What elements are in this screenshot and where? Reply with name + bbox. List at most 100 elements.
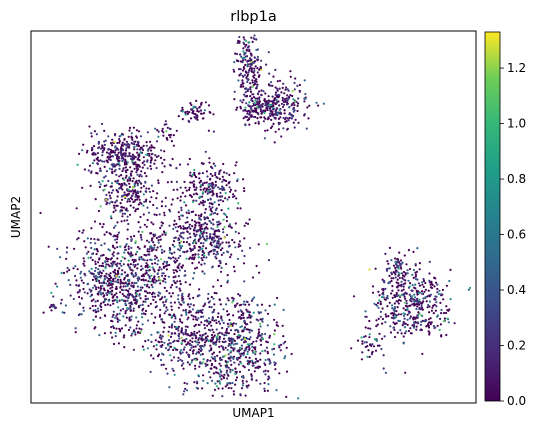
data-point (114, 298, 117, 302)
data-point (165, 298, 168, 301)
data-point (229, 190, 232, 193)
data-point (202, 374, 205, 377)
data-point (159, 334, 162, 337)
data-point (165, 136, 168, 140)
data-point (243, 56, 246, 59)
data-point (442, 298, 445, 301)
data-point (114, 209, 117, 212)
data-point (231, 369, 234, 372)
data-point (114, 287, 117, 290)
data-point (126, 209, 129, 212)
data-point (248, 347, 251, 350)
data-point (282, 308, 285, 311)
data-point (148, 200, 152, 203)
data-point (90, 227, 93, 230)
data-point (396, 278, 399, 281)
data-point (232, 322, 235, 325)
data-point (123, 257, 126, 260)
data-point (100, 264, 103, 267)
data-point (244, 356, 248, 359)
data-point (224, 192, 227, 195)
data-point (212, 212, 215, 215)
data-point (184, 387, 187, 390)
data-point (122, 263, 125, 266)
data-point (418, 298, 421, 301)
data-point (253, 296, 256, 299)
data-point (181, 106, 184, 109)
data-point (421, 281, 424, 284)
data-point (128, 176, 131, 179)
data-point (440, 293, 443, 296)
data-point (271, 125, 274, 128)
data-point (148, 291, 151, 294)
data-point (212, 252, 215, 255)
data-point (129, 235, 133, 238)
data-point (163, 312, 166, 315)
data-point (243, 51, 246, 55)
data-point (103, 176, 106, 179)
data-point (133, 265, 136, 268)
data-point (387, 262, 390, 265)
data-point (413, 286, 416, 289)
data-point (238, 304, 241, 307)
data-point (439, 301, 442, 304)
data-point (401, 293, 404, 296)
data-point (114, 316, 117, 319)
data-point (227, 325, 230, 328)
data-point (157, 294, 160, 297)
data-point (241, 347, 244, 350)
data-point (179, 349, 183, 352)
data-point (219, 243, 222, 246)
data-point (216, 252, 219, 255)
data-point (115, 164, 118, 167)
data-point (161, 129, 164, 132)
data-point (194, 267, 197, 270)
data-point (392, 326, 395, 329)
data-point (205, 231, 208, 234)
data-point (243, 338, 246, 341)
data-point (264, 369, 267, 372)
data-point (218, 331, 221, 334)
data-point (296, 109, 299, 113)
data-point (187, 212, 191, 215)
data-point (164, 347, 167, 350)
data-point (361, 351, 364, 354)
data-point (276, 112, 279, 115)
data-point (117, 252, 120, 255)
data-point (138, 258, 141, 261)
data-point (124, 169, 127, 172)
data-point (254, 348, 257, 351)
data-point (242, 109, 245, 112)
data-point (140, 278, 143, 282)
data-point (99, 205, 102, 208)
data-point (217, 235, 220, 238)
data-point (221, 247, 224, 250)
data-point (229, 322, 232, 325)
data-point (199, 184, 202, 187)
data-point (215, 236, 219, 239)
data-point (273, 141, 276, 144)
data-point (116, 233, 119, 236)
data-point (136, 151, 139, 154)
data-point (228, 318, 231, 322)
data-point (142, 278, 145, 281)
data-point (112, 165, 115, 168)
data-point (281, 86, 284, 89)
data-point (276, 89, 279, 92)
data-point (130, 194, 133, 197)
data-point (214, 185, 217, 188)
data-point (236, 41, 239, 45)
data-point (297, 397, 300, 400)
data-point (181, 245, 184, 248)
data-point (206, 324, 209, 327)
data-point (376, 344, 379, 347)
data-point (152, 235, 156, 238)
data-point (431, 306, 434, 309)
data-point (107, 148, 110, 151)
data-point (221, 319, 224, 322)
data-point (121, 142, 124, 146)
data-point (125, 289, 128, 292)
data-point (95, 157, 98, 160)
data-point (157, 241, 160, 244)
data-point (245, 88, 248, 91)
